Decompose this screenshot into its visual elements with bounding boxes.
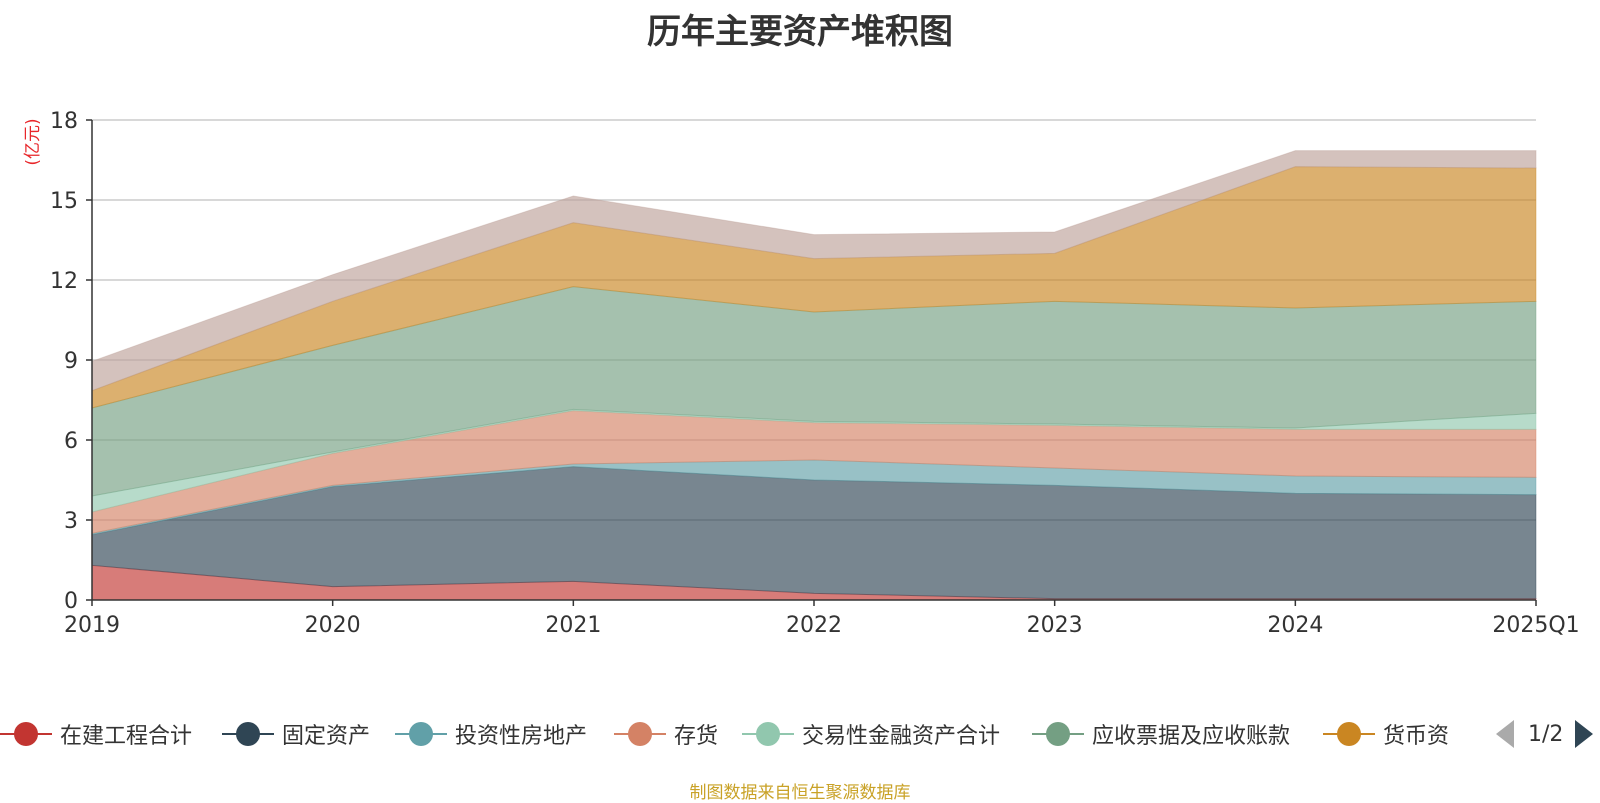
series-area[interactable] <box>91 166 1537 409</box>
legend-item-construction[interactable]: 在建工程合计 <box>0 716 192 752</box>
legend-label: 固定资产 <box>282 724 371 749</box>
y-tick-label: 15 <box>50 189 78 214</box>
y-tick-label: 9 <box>64 349 78 374</box>
series-areas <box>91 150 1537 601</box>
legend-item-receivables[interactable]: 应收票据及应收账款 <box>1032 716 1290 752</box>
legend-prev-page-icon[interactable] <box>1496 720 1514 748</box>
legend-next-page-icon[interactable] <box>1575 720 1594 748</box>
legend-item-fixed-assets[interactable]: 固定资产 <box>222 716 370 752</box>
legend-item-trading-financial-assets[interactable]: 交易性金融资产合计 <box>742 716 1000 752</box>
x-tick-label: 2023 <box>1027 613 1083 638</box>
x-tick-label: 2024 <box>1267 613 1323 638</box>
y-tick-label: 18 <box>50 109 78 134</box>
axes: 0 3 6 9 12 15 18 2019 2020 2021 2022 2023 2024 2025Q1 <box>50 109 1580 638</box>
legend-label: 交易性金融资产合计 <box>802 724 1001 749</box>
legend-label: 投资性房地产 <box>455 724 588 749</box>
y-tick-label: 6 <box>64 429 78 454</box>
legend-label: 货币资 <box>1383 724 1450 749</box>
legend-label: 存货 <box>674 724 719 749</box>
y-tick-label: 3 <box>64 509 78 534</box>
series-area[interactable] <box>91 286 1537 497</box>
legend-label: 在建工程合计 <box>60 724 193 749</box>
x-tick-label: 2025Q1 <box>1492 613 1579 638</box>
chart-title: 历年主要资产堆积图 <box>647 12 953 52</box>
legend-marker <box>0 716 52 752</box>
x-tick-label: 2019 <box>64 613 120 638</box>
x-tick-label: 2021 <box>545 613 601 638</box>
legend: 在建工程合计 固定资产 投资性房地产 存货 交易性金融资产合计 应收票据及应收账… <box>0 716 1600 752</box>
legend-pager: 1/2 <box>1496 716 1594 752</box>
legend-marker <box>222 716 274 752</box>
legend-item-cash[interactable]: 货币资 <box>1323 716 1449 752</box>
legend-item-investment-property[interactable]: 投资性房地产 <box>395 716 587 752</box>
series-area[interactable] <box>91 410 1537 534</box>
y-tick-label: 0 <box>64 589 78 614</box>
legend-label: 应收票据及应收账款 <box>1092 724 1291 749</box>
legend-marker <box>614 716 666 752</box>
legend-marker <box>742 716 794 752</box>
y-axis-unit-label: (亿元) <box>23 118 43 165</box>
legend-marker <box>395 716 447 752</box>
y-tick-label: 12 <box>50 269 78 294</box>
data-source-note: 制图数据来自恒生聚源数据库 <box>689 783 911 803</box>
x-tick-label: 2022 <box>786 613 842 638</box>
legend-item-inventory[interactable]: 存货 <box>614 716 718 752</box>
series-area[interactable] <box>91 466 1537 600</box>
series-area[interactable] <box>91 150 1537 392</box>
x-tick-label: 2020 <box>305 613 361 638</box>
legend-page-indicator: 1/2 <box>1528 721 1564 747</box>
legend-marker <box>1323 716 1375 752</box>
legend-marker <box>1032 716 1084 752</box>
